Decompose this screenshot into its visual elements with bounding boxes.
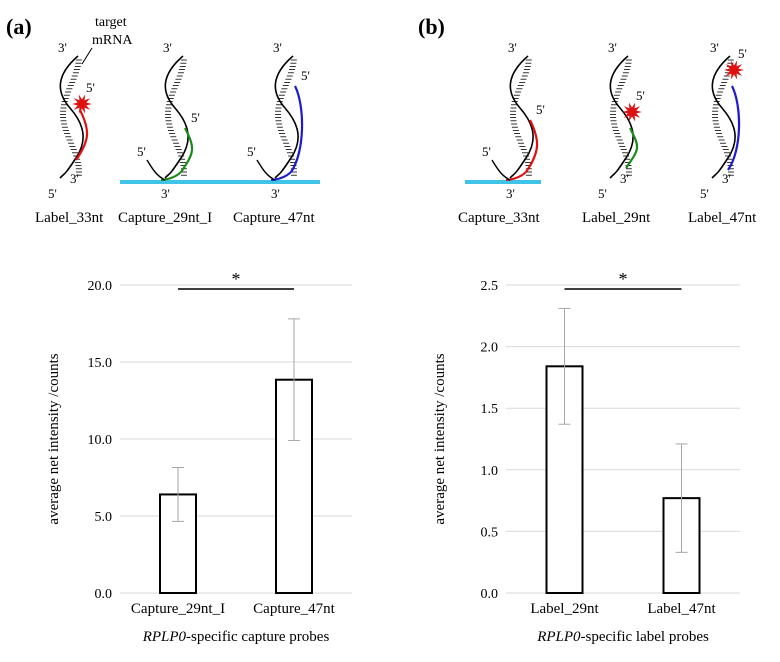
end-label-top: 3' [608,40,617,55]
capture-surface-a [120,180,320,184]
diagram-name: Capture_29nt_I [118,210,212,226]
probe-segment [625,127,639,169]
y-axis-label: average net intensity /counts [432,353,448,524]
probe-diagram-label-29nt: 3' 5' 3' 5' Label_29nt [582,40,651,226]
end-label-bottom: 3' [70,171,79,186]
x-tick-label: Capture_47nt [253,601,335,617]
end-label-probe: 5' [738,46,747,61]
probe-diagram-label-33nt: 3' 5' 3' 5' Label_33nt [35,40,104,226]
base-pair-ticks [275,59,297,176]
diagram-name: Capture_33nt [458,210,540,226]
probe-segment [290,85,304,173]
end-label-probe: 5' [86,80,95,95]
mrna-strand [711,55,736,179]
end-label-top: 3' [163,40,172,55]
end-label-left: 5' [137,144,146,159]
significance-star: * [619,269,628,289]
probe-tail [160,171,182,181]
probe-diagram-capture-33nt: 3' 5' 5' 3' Capture_33nt [458,40,545,226]
probe-segment [525,119,539,173]
end-label-bottom: 3' [620,171,629,186]
probe-tail [505,171,527,181]
mrna-strand [164,55,189,179]
panel-b-label: (b) [418,14,445,39]
target-mrna-label-1: target [95,15,127,30]
base-pair-ticks [712,59,734,176]
probe-diagram-capture-29nt-i: 3' 5' 5' 3' Capture_29nt_I [118,40,212,226]
end-label-strand: 5' [700,186,709,201]
end-label-probe: 5' [636,88,645,103]
end-label-strand: 5' [48,186,57,201]
x-tick-label: Label_47nt [647,601,716,617]
panel-a-label: (a) [6,14,32,39]
strand-tail [146,159,166,181]
fluorophore-star [724,60,744,80]
probe-tail [270,171,292,181]
diagram-name: Capture_47nt [233,210,315,226]
x-tick-label: Capture_29nt_I [131,601,225,617]
mrna-strand [274,55,299,179]
fluorophore-star [622,102,642,122]
x-tick-label: Label_29nt [530,601,599,617]
significance-star: * [232,269,241,289]
strand-tail [491,159,511,181]
end-label-left: 5' [482,144,491,159]
end-label-probe: 5' [301,68,310,83]
probe-segment [727,85,741,171]
chart-capture-probes: 0.0 5.0 10.0 15.0 20.0 Capture_29nt_I Capture_… [46,269,352,645]
end-label-top: 3' [508,40,517,55]
end-label-bottom: 3' [506,186,515,201]
end-label-bottom: 3' [161,186,170,201]
y-tick-label: 2.5 [481,279,499,294]
y-tick-label: 15.0 [88,356,113,371]
y-tick-label: 20.0 [88,279,113,294]
end-label-left: 5' [247,144,256,159]
y-axis-label: average net intensity /counts [46,353,62,524]
y-tick-label: 0.0 [95,587,113,602]
target-mrna-label-2: mRNA [92,33,133,48]
base-pair-ticks [60,59,82,176]
probe-segment [180,127,194,173]
end-label-top: 3' [710,40,719,55]
y-tick-label: 10.0 [88,433,113,448]
chart-label-probes: 0.0 0.5 1.0 1.5 2.0 2.5 Label_29nt Label_47nt * a… [432,269,740,645]
end-label-top: 3' [273,40,282,55]
diagram-name: Label_33nt [35,210,104,226]
probe-diagram-capture-47nt: 3' 5' 5' 3' Capture_47nt [233,40,315,226]
y-tick-label: 0.5 [481,525,499,540]
capture-surface-b [465,180,541,184]
diagram-name: Label_29nt [582,210,651,226]
strand-tail [256,159,276,181]
end-label-top: 3' [58,40,67,55]
end-label-strand: 5' [598,186,607,201]
mrna-strand [59,55,84,179]
probe-segment [75,109,89,161]
y-tick-label: 5.0 [95,510,113,525]
y-tick-label: 1.0 [481,464,499,479]
base-pair-ticks [610,59,632,176]
target-mrna-pointer [81,47,93,65]
mrna-strand [609,55,634,179]
end-label-probe: 5' [191,110,200,125]
y-tick-label: 2.0 [481,341,499,356]
base-pair-ticks [510,59,532,176]
x-axis-label: RPLP0-specific capture probes [142,629,330,645]
probe-diagram-label-47nt: 3' 5' 3' 5' Label_47nt [688,40,757,226]
x-axis-label: RPLP0-specific label probes [536,629,709,645]
y-tick-label: 0.0 [481,587,499,602]
base-pair-ticks [165,59,187,176]
end-label-bottom: 3' [271,186,280,201]
end-label-probe: 5' [536,102,545,117]
fluorophore-star [72,94,92,114]
diagram-name: Label_47nt [688,210,757,226]
end-label-bottom: 3' [722,171,731,186]
mrna-strand [509,55,534,179]
y-tick-label: 1.5 [481,402,499,417]
probe-diagrams: 3' 5' 3' 5' Label_33nt 3' 5' 5' 3' Capture_29nt_I… [35,40,757,226]
